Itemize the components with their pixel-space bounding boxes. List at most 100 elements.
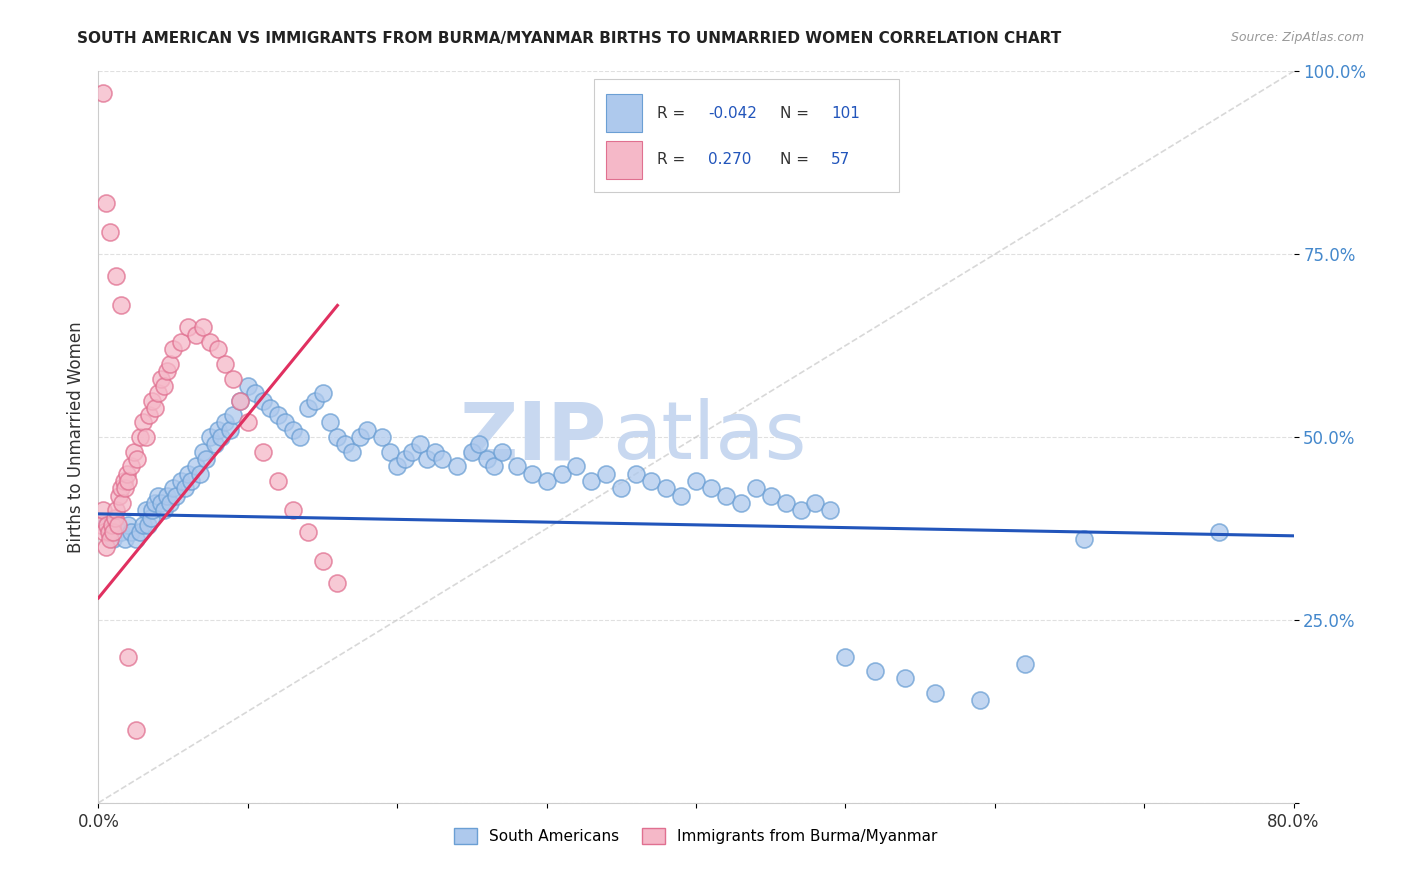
Point (267, 408, 290, 422)
Point (138, 408, 160, 422)
Point (91, 503, 114, 517)
Text: N =: N = (779, 153, 808, 168)
Point (112, 474, 135, 488)
Point (245, 386, 267, 401)
Text: 0.270: 0.270 (709, 153, 751, 168)
Text: R =: R = (657, 153, 685, 168)
Bar (606, 141, 643, 179)
Point (125, 723, 148, 737)
Point (114, 481, 136, 495)
Point (461, 444, 484, 458)
Point (96, 517, 118, 532)
Text: R =: R = (657, 105, 685, 120)
Point (969, 693, 991, 707)
Point (103, 525, 125, 540)
Point (222, 408, 245, 422)
FancyBboxPatch shape (595, 78, 900, 192)
Point (229, 393, 252, 408)
Point (236, 416, 259, 430)
Point (281, 503, 304, 517)
Point (200, 334, 222, 349)
Point (274, 416, 297, 430)
Point (107, 517, 129, 532)
Point (506, 459, 529, 474)
Point (110, 525, 132, 540)
Point (120, 459, 142, 474)
Text: atlas: atlas (613, 398, 807, 476)
Point (105, 517, 128, 532)
Point (98, 225, 122, 239)
Point (97, 525, 120, 540)
Point (129, 430, 152, 444)
Point (520, 467, 543, 481)
Point (640, 474, 662, 488)
Text: -0.042: -0.042 (709, 105, 756, 120)
Point (1073, 533, 1095, 547)
Point (356, 423, 378, 437)
Point (789, 503, 811, 517)
Point (252, 393, 274, 408)
Point (94, 540, 117, 554)
Point (165, 489, 187, 503)
Point (127, 452, 149, 467)
Point (184, 459, 207, 474)
Point (333, 437, 356, 451)
Point (188, 467, 211, 481)
Point (311, 554, 333, 568)
Point (162, 343, 184, 357)
Point (108, 489, 131, 503)
Point (180, 474, 202, 488)
Point (114, 533, 136, 547)
Point (169, 474, 191, 488)
Point (408, 437, 430, 451)
Point (378, 444, 401, 458)
Text: SOUTH AMERICAN VS IMMIGRANTS FROM BURMA/MYANMAR BIRTHS TO UNMARRIED WOMEN CORREL: SOUTH AMERICAN VS IMMIGRANTS FROM BURMA/… (77, 31, 1062, 46)
Point (214, 416, 236, 430)
Point (184, 327, 207, 342)
Point (93, 525, 115, 540)
Point (153, 503, 176, 517)
Point (1208, 525, 1230, 540)
Point (177, 320, 200, 334)
Point (191, 444, 214, 458)
Point (924, 686, 946, 700)
Text: 57: 57 (831, 153, 851, 168)
Point (150, 496, 173, 510)
Point (475, 452, 498, 467)
Point (865, 664, 887, 678)
Point (491, 444, 513, 458)
Point (135, 430, 157, 444)
Point (90, 517, 112, 532)
Point (156, 364, 179, 378)
Point (349, 430, 371, 444)
Point (98, 533, 122, 547)
Text: N =: N = (779, 105, 808, 120)
Point (117, 474, 139, 488)
Point (159, 357, 181, 371)
Point (222, 371, 245, 385)
Point (136, 517, 159, 532)
Point (319, 416, 342, 430)
Point (139, 510, 162, 524)
Point (468, 437, 491, 451)
Point (714, 489, 737, 503)
Point (150, 371, 173, 385)
Point (267, 474, 290, 488)
Point (446, 459, 468, 474)
Point (297, 401, 319, 415)
Point (115, 467, 138, 481)
Point (259, 401, 281, 415)
Point (162, 481, 184, 495)
Point (1014, 657, 1036, 671)
Point (669, 489, 692, 503)
Point (311, 386, 333, 401)
Point (804, 496, 827, 510)
Point (110, 298, 132, 312)
Point (200, 430, 222, 444)
Point (894, 672, 917, 686)
Point (104, 510, 127, 524)
Text: Source: ZipAtlas.com: Source: ZipAtlas.com (1230, 31, 1364, 45)
Point (229, 393, 252, 408)
Point (132, 517, 155, 532)
Point (304, 393, 326, 408)
